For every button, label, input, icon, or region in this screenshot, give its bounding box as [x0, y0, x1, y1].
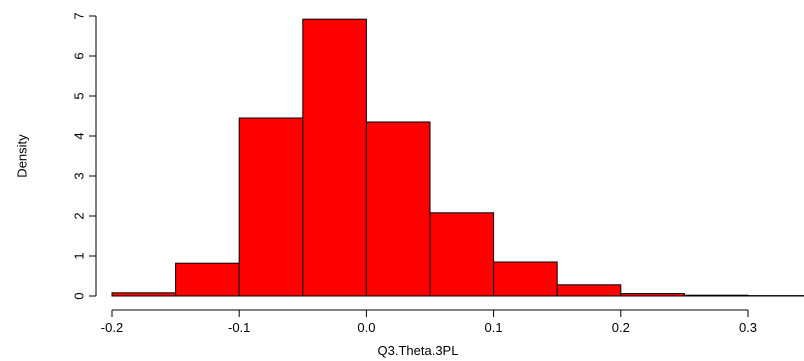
- y-tick-label: 6: [72, 52, 87, 59]
- x-axis-title: Q3.Theta.3PL: [378, 343, 459, 358]
- y-tick-label: 3: [72, 172, 87, 179]
- y-tick-label: 0: [72, 292, 87, 299]
- histogram-bar-2: [238, 117, 304, 297]
- y-axis: 0 1 2 3 4 5 6 7: [72, 12, 97, 300]
- x-tick-label: 0.0: [357, 320, 375, 335]
- histogram-bar-5: [429, 212, 495, 297]
- x-tick-label: 0.2: [612, 320, 630, 335]
- x-tick-label: -0.2: [101, 320, 123, 335]
- histogram-bar-3: [302, 18, 367, 297]
- x-tick-label: -0.1: [228, 320, 250, 335]
- bars-layer: [111, 18, 804, 297]
- histogram-bar-7: [556, 284, 622, 297]
- histogram-bar-1: [175, 262, 240, 297]
- histogram-bar-6: [493, 261, 558, 297]
- y-axis-title: Density: [15, 134, 30, 178]
- y-tick-label: 2: [72, 212, 87, 219]
- y-tick-label: 7: [72, 12, 87, 19]
- y-tick-label: 5: [72, 92, 87, 99]
- x-tick-label: 0.1: [485, 320, 503, 335]
- histogram-bar-4: [365, 121, 431, 297]
- y-tick-label: 1: [72, 252, 87, 259]
- x-axis: -0.2 -0.1 0.0 0.1 0.2 0.3: [101, 309, 757, 335]
- y-tick-label: 4: [72, 132, 87, 139]
- x-tick-label: 0.3: [739, 320, 757, 335]
